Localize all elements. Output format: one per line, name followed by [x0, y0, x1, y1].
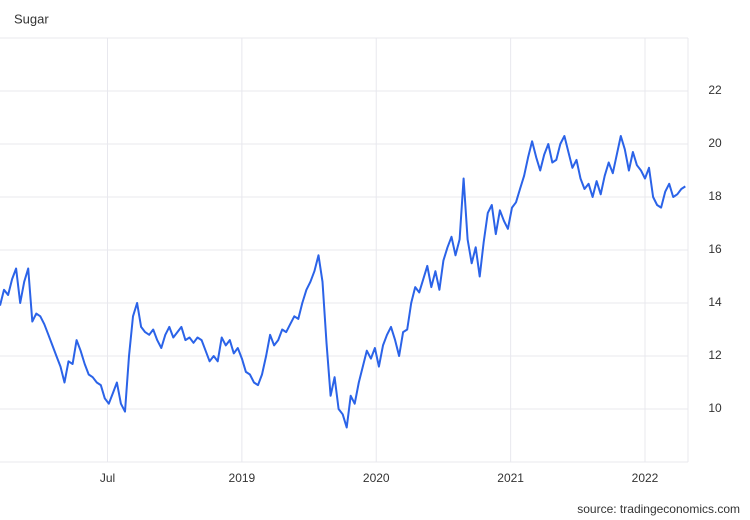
x-tick-label: 2021	[497, 471, 524, 485]
x-tick-label: Jul	[100, 471, 115, 485]
price-line	[0, 135, 686, 429]
y-tick-label: 12	[708, 348, 722, 362]
y-tick-label: 20	[708, 136, 722, 150]
x-tick-label: 2020	[363, 471, 390, 485]
y-tick-label: 14	[708, 295, 722, 309]
y-tick-label: 10	[708, 401, 722, 415]
y-tick-label: 22	[708, 83, 722, 97]
x-tick-label: 2022	[632, 471, 659, 485]
y-tick-label: 16	[708, 242, 722, 256]
x-tick-label: 2019	[229, 471, 256, 485]
source-note: source: tradingeconomics.com	[577, 502, 740, 516]
y-tick-label: 18	[708, 189, 722, 203]
chart-title: Sugar	[14, 11, 49, 26]
